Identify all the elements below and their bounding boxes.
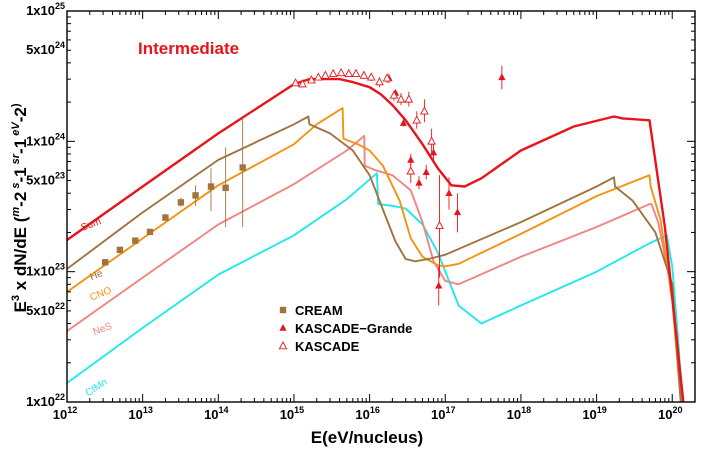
- kascade-point: [366, 72, 376, 81]
- x-tick-label: 1018: [507, 405, 531, 422]
- kascade-point: [291, 78, 300, 87]
- legend-label: KASCADE−Grande: [295, 321, 412, 336]
- y-tick-label: 1x1023: [26, 262, 65, 279]
- kascade-point: [336, 67, 346, 77]
- legend-marker-cream: [279, 306, 287, 314]
- legend-label: KASCADE: [295, 339, 360, 354]
- kascade-point: [412, 115, 422, 124]
- x-tick-label: 1017: [431, 405, 455, 422]
- cream-point: [192, 192, 199, 199]
- y-axis-title: E3 x dN/dE (m-2 s-1 sr-1 eV-2): [10, 103, 30, 312]
- x-tick-label: 1016: [355, 405, 379, 422]
- kascade-point: [396, 94, 406, 103]
- curves-layer: [67, 77, 685, 402]
- kascade-point: [344, 68, 354, 78]
- legend-label: CREAM: [295, 303, 343, 318]
- legend: CREAM KASCADE−Grande KASCADE: [278, 303, 412, 354]
- kascade-point: [298, 79, 307, 88]
- kascade-point: [359, 70, 369, 79]
- y-tick-label: 5x1024: [26, 40, 65, 57]
- kascade-point: [404, 94, 414, 103]
- y-tick-label: 1x1025: [26, 1, 65, 18]
- kascade-grande-point: [422, 168, 430, 175]
- kascade-point: [427, 136, 436, 145]
- curve-label-sum: Sum: [80, 216, 103, 234]
- kascade-point: [389, 90, 399, 99]
- kascade-grande-point: [407, 155, 415, 163]
- kascade-point: [382, 73, 392, 82]
- cream-point: [162, 214, 169, 221]
- plot-frame: [66, 10, 696, 403]
- curve-nes: [67, 134, 685, 402]
- legend-marker-kascade: [278, 341, 288, 350]
- cream-point: [102, 259, 109, 266]
- x-axis-title: E(eV/nucleus): [311, 428, 423, 447]
- cream-point: [239, 164, 246, 171]
- ticks-layer: 1012 1013 1014 1015 1016 1017 1018 1019 1020 1x10…: [26, 1, 696, 422]
- y-tick-label: 1x1024: [26, 131, 65, 148]
- cream-point: [222, 184, 229, 192]
- cream-point: [177, 199, 185, 206]
- y-tick-label: 5x1022: [26, 301, 65, 318]
- cream-point: [207, 183, 215, 190]
- kascade-point: [328, 68, 338, 78]
- kascade-grande-point: [399, 119, 408, 126]
- kascade-point: [313, 72, 323, 81]
- points-layer: [102, 65, 506, 306]
- kascade-point: [375, 77, 384, 86]
- kascade-point: [321, 70, 330, 79]
- legend-marker-kascade-grande: [279, 324, 287, 331]
- kascade-point: [420, 106, 429, 115]
- cream-point: [132, 237, 139, 244]
- curve-he: [67, 115, 682, 402]
- kascade-grande-point: [415, 178, 423, 186]
- y-tick-label: 5x1023: [26, 171, 65, 188]
- kascade-grande-point: [445, 189, 453, 196]
- chart-title: Intermediate: [138, 39, 239, 58]
- curve-label-nes: NeS: [91, 321, 113, 338]
- kascade-point: [351, 68, 361, 78]
- kascade-point: [406, 166, 416, 175]
- x-tick-label: 1019: [582, 405, 606, 422]
- kascade-point: [307, 75, 316, 84]
- cream-point: [116, 246, 124, 254]
- kascade-grande-point: [435, 281, 443, 289]
- curve-cimn: [67, 172, 684, 402]
- x-tick-label: 1015: [280, 405, 304, 422]
- x-tick-label: 1020: [658, 405, 682, 422]
- curve-cno: [67, 107, 682, 402]
- x-tick-label: 1012: [53, 405, 77, 422]
- x-tick-label: 1014: [204, 405, 228, 422]
- cream-point: [146, 228, 154, 236]
- kascade-grande-point: [453, 208, 462, 216]
- curve-sum: [67, 77, 685, 402]
- curve-label-he: He: [89, 268, 105, 283]
- kascade-grande-point: [429, 148, 438, 156]
- curve-label-cimn: CIMn: [84, 377, 110, 399]
- x-tick-label: 1013: [128, 405, 152, 422]
- axes-layer: [66, 10, 696, 403]
- kascade-grande-point: [498, 73, 506, 81]
- y-tick-label: 1x1022: [26, 392, 65, 409]
- kascade-point: [435, 220, 444, 230]
